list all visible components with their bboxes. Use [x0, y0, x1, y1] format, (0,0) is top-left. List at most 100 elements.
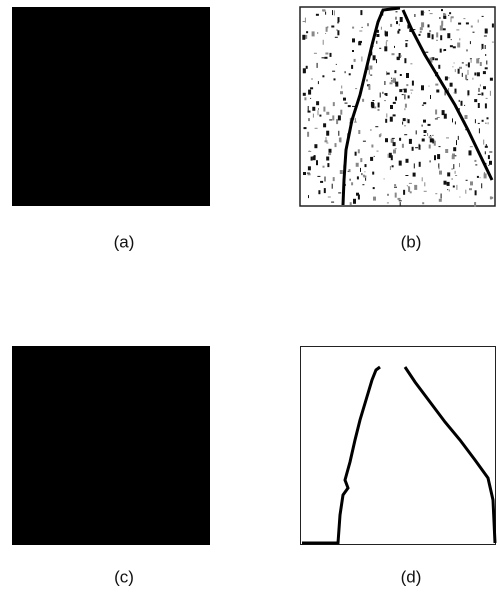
speckle — [355, 88, 357, 89]
speckle — [489, 152, 492, 153]
speckle — [432, 34, 434, 39]
speckle — [303, 93, 306, 96]
speckle — [458, 23, 461, 25]
speckle — [318, 110, 319, 115]
speckle — [370, 129, 371, 131]
speckle — [435, 110, 437, 115]
speckle — [421, 85, 424, 90]
speckle — [372, 100, 374, 101]
panel-label: (d) — [401, 567, 422, 586]
speckle — [399, 24, 400, 26]
speckle — [368, 23, 369, 26]
speckle — [490, 91, 491, 96]
speckle — [405, 104, 407, 108]
speckle — [419, 144, 420, 145]
speckle — [482, 120, 484, 122]
speckle — [485, 29, 488, 34]
speckle — [452, 155, 455, 159]
speckle — [457, 71, 458, 72]
speckle — [391, 78, 392, 79]
speckle — [368, 85, 370, 90]
speckle — [384, 81, 385, 85]
speckle — [421, 22, 424, 27]
speckle — [381, 27, 382, 30]
speckle — [440, 49, 442, 53]
speckle — [382, 92, 383, 94]
panel-label: (c) — [114, 567, 134, 586]
speckle — [423, 120, 426, 123]
speckle — [465, 190, 466, 194]
speckle — [428, 24, 430, 27]
speckle — [318, 81, 319, 84]
speckle — [406, 73, 409, 78]
speckle — [355, 152, 357, 156]
speckle — [452, 66, 453, 67]
speckle — [376, 34, 379, 37]
speckle — [461, 101, 463, 106]
speckle — [455, 69, 456, 72]
speckle — [422, 202, 424, 204]
speckle — [455, 121, 456, 124]
speckle — [424, 135, 426, 136]
speckle — [439, 167, 440, 169]
speckle — [376, 59, 377, 63]
speckle — [348, 105, 351, 107]
speckle — [324, 177, 326, 182]
speckle — [303, 172, 306, 175]
speckle — [317, 176, 320, 177]
speckle — [332, 71, 335, 72]
speckle — [436, 32, 438, 37]
speckle — [483, 140, 484, 145]
speckle — [388, 194, 389, 196]
speckle — [427, 33, 430, 38]
speckle — [444, 183, 446, 184]
speckle — [485, 54, 486, 56]
speckle — [435, 84, 438, 86]
speckle — [308, 166, 311, 170]
speckle — [393, 78, 396, 83]
speckle — [429, 10, 430, 11]
speckle — [459, 197, 460, 198]
speckle — [477, 72, 480, 76]
speckle — [403, 190, 405, 195]
speckle — [350, 202, 352, 205]
speckle — [338, 131, 339, 136]
speckle — [373, 55, 376, 60]
speckle — [484, 173, 487, 178]
speckle — [378, 109, 380, 111]
speckle — [453, 147, 456, 151]
speckle — [329, 119, 332, 120]
speckle — [360, 10, 362, 15]
speckle — [430, 13, 433, 14]
speckle — [478, 94, 481, 95]
speckle — [462, 73, 463, 77]
speckle — [444, 114, 447, 119]
speckle — [408, 119, 410, 123]
speckle — [453, 164, 454, 169]
speckle — [488, 155, 490, 159]
speckle — [413, 173, 416, 177]
speckle — [439, 17, 440, 19]
speckle — [345, 71, 346, 73]
speckle — [375, 126, 378, 127]
speckle — [437, 154, 440, 159]
speckle — [479, 88, 480, 92]
speckle — [403, 118, 406, 121]
panel-label: (b) — [401, 232, 422, 251]
speckle — [425, 52, 428, 53]
speckle — [387, 202, 389, 203]
speckle — [399, 161, 402, 166]
speckle — [340, 137, 342, 142]
speckle — [463, 18, 465, 19]
speckle — [471, 26, 473, 28]
speckle — [394, 184, 396, 186]
speckle — [365, 164, 367, 167]
speckle — [452, 169, 453, 170]
speckle — [337, 22, 339, 23]
speckle — [332, 184, 333, 189]
speckle — [333, 102, 335, 106]
speckle — [478, 103, 480, 108]
speckle — [441, 25, 442, 30]
speckle — [408, 187, 410, 192]
speckle — [404, 94, 405, 99]
